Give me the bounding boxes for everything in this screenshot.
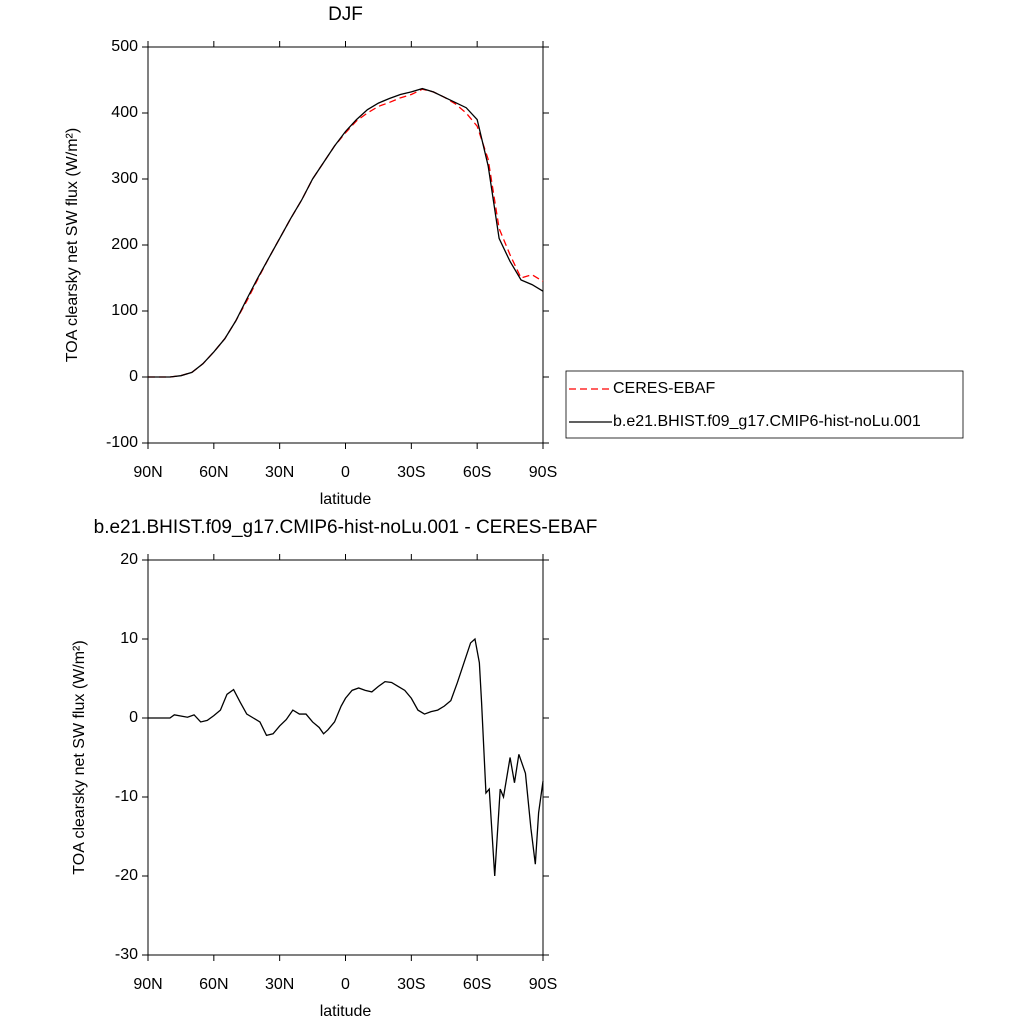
y-tick-label: -20 xyxy=(115,867,138,884)
y-tick-label: 0 xyxy=(129,709,138,726)
legend-label: b.e21.BHIST.f09_g17.CMIP6-hist-noLu.001 xyxy=(613,413,921,430)
y-tick-label: -10 xyxy=(115,788,138,805)
x-axis-label: latitude xyxy=(320,491,372,508)
y-tick-label: 10 xyxy=(120,630,138,647)
x-tick-label: 90N xyxy=(133,976,162,993)
x-tick-label: 30N xyxy=(265,464,294,481)
data-line xyxy=(148,88,544,378)
y-tick-label: 0 xyxy=(129,368,138,385)
y-axis-label: TOA clearsky net SW flux (W/m²) xyxy=(64,128,81,362)
x-tick-label: 0 xyxy=(341,976,350,993)
x-tick-label: 90S xyxy=(529,464,557,481)
x-tick-label: 60S xyxy=(463,976,491,993)
y-tick-label: -30 xyxy=(115,946,138,963)
chart-title: DJF xyxy=(328,4,363,25)
x-tick-label: 60N xyxy=(199,976,228,993)
x-tick-label: 90N xyxy=(133,464,162,481)
y-tick-label: 500 xyxy=(111,38,138,55)
data-line xyxy=(148,87,544,378)
x-tick-label: 90S xyxy=(529,976,557,993)
y-tick-label: -100 xyxy=(106,434,138,451)
plot-frame xyxy=(147,46,544,444)
y-tick-label: 400 xyxy=(111,104,138,121)
x-axis-label: latitude xyxy=(320,1003,372,1020)
y-tick-label: 100 xyxy=(111,302,138,319)
legend-label: CERES-EBAF xyxy=(613,380,715,397)
y-tick-label: 300 xyxy=(111,170,138,187)
x-tick-label: 60S xyxy=(463,464,491,481)
x-tick-label: 0 xyxy=(341,464,350,481)
chart-title: b.e21.BHIST.f09_g17.CMIP6-hist-noLu.001 … xyxy=(94,517,598,538)
data-line xyxy=(148,637,544,877)
x-tick-label: 60N xyxy=(199,464,228,481)
y-axis-label: TOA clearsky net SW flux (W/m²) xyxy=(71,640,88,874)
x-tick-label: 30N xyxy=(265,976,294,993)
x-tick-label: 30S xyxy=(397,464,425,481)
legend-box xyxy=(565,370,964,439)
x-tick-label: 30S xyxy=(397,976,425,993)
y-tick-label: 20 xyxy=(120,551,138,568)
y-tick-label: 200 xyxy=(111,236,138,253)
